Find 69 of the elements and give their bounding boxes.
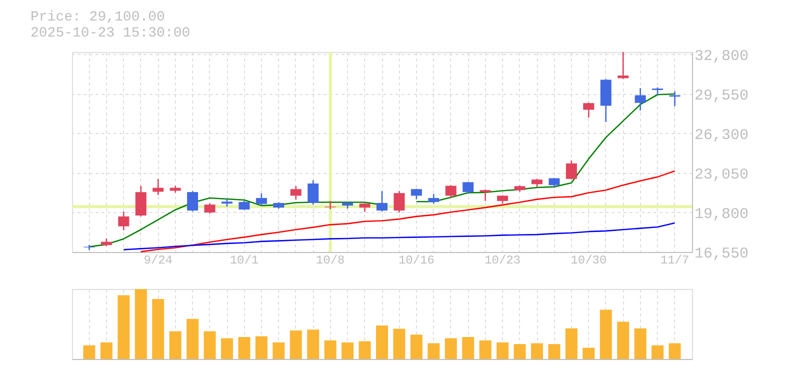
candlestick [376, 190, 388, 212]
candlestick [445, 184, 456, 198]
bar [652, 345, 664, 359]
candlestick [583, 102, 594, 118]
candlestick [618, 51, 629, 80]
line-series [140, 170, 676, 252]
bar [410, 334, 422, 359]
bar [342, 342, 354, 359]
bar [600, 310, 612, 359]
bar [186, 318, 199, 359]
y-tick-label: 26,300 [694, 126, 749, 144]
text: 2025-10-23 15:30:00 [30, 25, 190, 42]
bar [479, 340, 492, 359]
x-tick-label: 10/8 [316, 254, 345, 268]
bar [169, 331, 182, 359]
x-tick-label: 10/30 [570, 254, 607, 268]
bar [668, 343, 681, 359]
y-tick-label: 32,800 [694, 48, 749, 65]
bar [548, 344, 560, 359]
x-tick-label: 11/7 [660, 254, 690, 268]
x-tick-label: 10/16 [398, 254, 434, 268]
candlestick [135, 185, 146, 218]
x-tick-label: 10/23 [484, 254, 521, 268]
bar [634, 328, 646, 359]
y-tick-label: 19,800 [694, 206, 749, 223]
bar [238, 337, 250, 359]
bar [358, 341, 371, 359]
bar [444, 338, 457, 359]
bar [272, 342, 285, 359]
bar [582, 348, 595, 359]
candlestick [394, 190, 405, 214]
candlestick [187, 190, 198, 212]
line-series [123, 222, 676, 250]
bar [118, 295, 130, 359]
bar [152, 298, 164, 359]
candlestick [566, 160, 577, 180]
bar [204, 331, 216, 359]
bar [393, 328, 406, 359]
candlestick [480, 188, 491, 202]
candlestick [428, 193, 440, 204]
bar [531, 343, 543, 359]
bar [565, 328, 578, 359]
candlestick [204, 202, 216, 214]
text: Price: 29,100.00 [30, 9, 165, 26]
bar [514, 344, 526, 359]
bar [324, 340, 336, 359]
bar [462, 337, 474, 359]
x-tick-label: 10/1 [230, 254, 259, 268]
bar [428, 343, 440, 359]
y-tick-label: 16,550 [694, 246, 749, 262]
bar [307, 330, 320, 359]
bar [496, 342, 509, 359]
y-tick-label: 29,550 [694, 87, 749, 104]
bar [83, 345, 96, 359]
candlestick [308, 180, 319, 206]
bar [255, 336, 268, 359]
candlestick [84, 244, 95, 251]
bar [221, 338, 233, 359]
candlestick [118, 210, 130, 231]
y-tick-label: 23,050 [694, 166, 749, 184]
bar [100, 342, 112, 359]
bar [290, 330, 302, 359]
candlestick [634, 87, 646, 112]
candlestick [290, 186, 302, 200]
x-tick-label: 9/24 [144, 254, 173, 268]
candlestick [256, 192, 267, 207]
bar [617, 322, 630, 359]
bar [376, 325, 388, 359]
bar [134, 289, 147, 359]
